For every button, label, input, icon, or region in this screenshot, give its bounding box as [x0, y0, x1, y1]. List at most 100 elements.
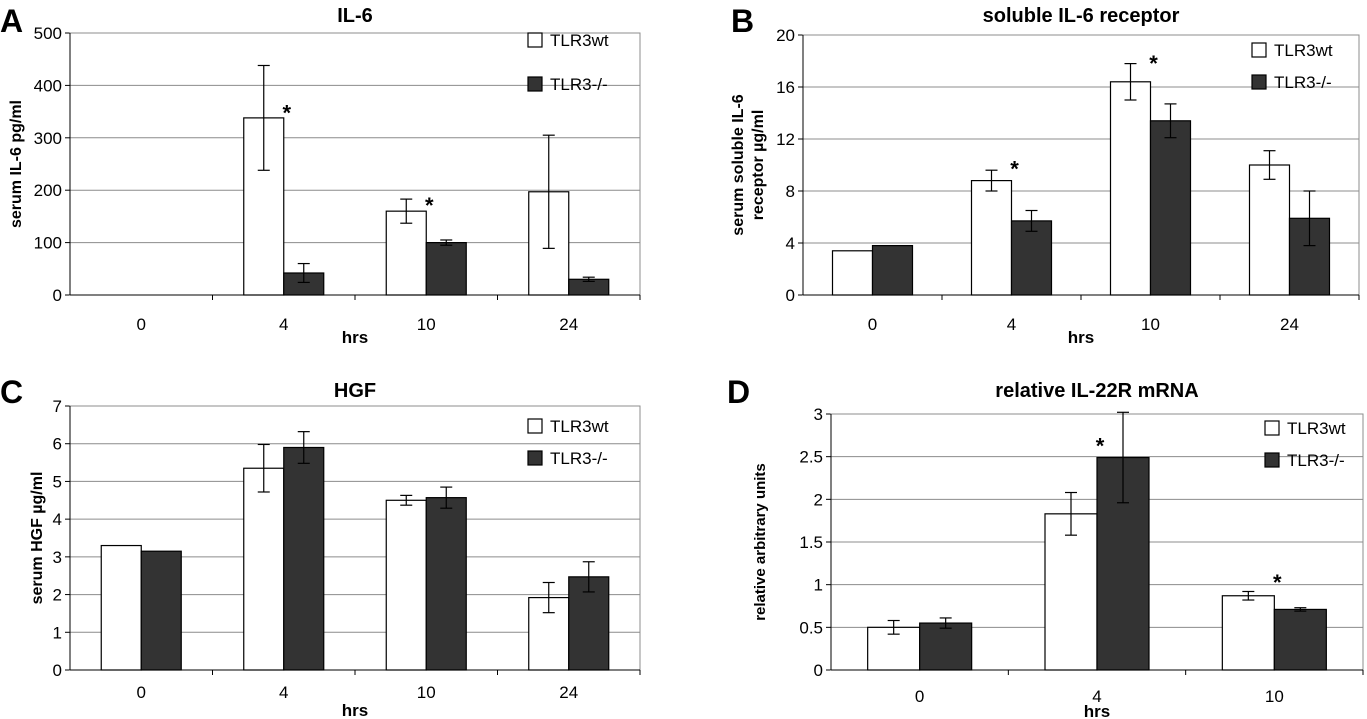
- y-tick-label: 20: [776, 26, 795, 45]
- legend-item: TLR3wt: [1251, 41, 1333, 60]
- chart-svg: A IL-6 0 100 200 300 400 500 0 4 10 24 * * hrs serum IL…: [0, 3, 641, 347]
- panel-letter: D: [727, 374, 750, 410]
- y-tick-label: 500: [34, 24, 62, 43]
- legend-swatch: [1264, 452, 1280, 468]
- x-tick-label: 24: [1280, 315, 1299, 334]
- bar-tlr3wt: [385, 499, 427, 671]
- legend-label: TLR3wt: [1287, 419, 1346, 438]
- y-tick-label: 100: [34, 234, 62, 253]
- legend-swatch: [527, 32, 543, 48]
- legend-item: TLR3-/-: [527, 449, 608, 468]
- y-tick-label: 200: [34, 181, 62, 200]
- x-axis-label: hrs: [342, 701, 368, 719]
- y-axis-label: relative arbitrary units: [752, 463, 769, 621]
- y-tick-label: 3: [53, 548, 62, 567]
- y-tick-label: 4: [53, 510, 62, 529]
- y-axis-label: receptor µg/ml: [750, 110, 767, 221]
- x-tick-label: 0: [137, 315, 146, 334]
- bar-tlr3ko: [425, 242, 467, 296]
- bar-tlr3ko: [140, 550, 182, 671]
- bar-tlr3wt: [1248, 164, 1291, 296]
- chart-title: HGF: [334, 380, 376, 402]
- y-tick-label: 400: [34, 76, 62, 95]
- y-tick-label: 2: [53, 586, 62, 605]
- x-axis-label: hrs: [1068, 328, 1094, 347]
- x-tick-label: 10: [417, 315, 436, 334]
- y-tick-label: 7: [53, 397, 62, 416]
- y-tick-label: 2: [814, 490, 823, 509]
- chart-svg: C HGF 0 1 2 3 4 5 6 7 0 4 10 24 hrs serum HGF µg/ml TLR3…: [0, 374, 641, 719]
- legend-item: TLR3wt: [527, 31, 609, 50]
- legend-label: TLR3wt: [550, 31, 609, 50]
- bar-tlr3ko: [1149, 120, 1192, 296]
- x-tick-label: 4: [1092, 687, 1101, 706]
- y-tick-label: 1: [53, 623, 62, 642]
- legend-label: TLR3wt: [550, 417, 609, 436]
- chart-panel-a: A IL-6 0 100 200 300 400 500 0 4 10 24 * * hrs serum IL…: [0, 0, 683, 359]
- y-tick-label: 300: [34, 129, 62, 148]
- x-tick-label: 0: [137, 683, 146, 702]
- y-axis-label: serum IL-6 pg/ml: [8, 100, 25, 228]
- legend-label: TLR3-/-: [550, 75, 608, 94]
- legend-swatch: [527, 418, 543, 434]
- bar-tlr3ko: [871, 245, 914, 296]
- legend-item: TLR3-/-: [1251, 73, 1332, 92]
- bar-tlr3ko: [425, 497, 467, 671]
- bar-tlr3wt: [1044, 513, 1098, 671]
- y-tick-label: 5: [53, 472, 62, 491]
- bar-tlr3wt: [831, 250, 874, 296]
- y-tick-label: 16: [776, 78, 795, 97]
- y-tick-label: 0: [814, 661, 823, 680]
- panel-letter: A: [0, 3, 23, 39]
- bar-tlr3ko: [1273, 608, 1327, 671]
- x-axis-label: hrs: [342, 328, 368, 347]
- x-tick-label: 10: [1141, 315, 1160, 334]
- y-tick-label: 2.5: [799, 448, 823, 467]
- legend-swatch: [527, 450, 543, 466]
- bar-tlr3wt: [867, 626, 921, 671]
- legend-label: TLR3-/-: [1287, 451, 1345, 470]
- y-axis-label: serum soluble IL-6: [730, 94, 747, 235]
- legend-item: TLR3wt: [1264, 419, 1346, 438]
- significance-star: *: [1010, 156, 1019, 181]
- y-tick-label: 1: [814, 576, 823, 595]
- significance-star: *: [425, 193, 434, 218]
- bar-tlr3ko: [568, 576, 610, 671]
- legend-label: TLR3wt: [1274, 41, 1333, 60]
- legend-swatch: [1264, 420, 1280, 436]
- legend-swatch: [527, 76, 543, 92]
- bar-tlr3wt: [1221, 595, 1275, 671]
- legend-label: TLR3-/-: [1274, 73, 1332, 92]
- legend-item: TLR3-/-: [1264, 451, 1345, 470]
- legend-swatch: [1251, 74, 1267, 90]
- legend-label: TLR3-/-: [550, 449, 608, 468]
- legend-item: TLR3-/-: [527, 75, 608, 94]
- x-tick-label: 24: [559, 315, 578, 334]
- y-tick-label: 0: [786, 286, 795, 305]
- y-tick-label: 8: [786, 182, 795, 201]
- significance-star: *: [1096, 434, 1105, 459]
- x-tick-label: 10: [1265, 687, 1284, 706]
- x-axis-label: hrs: [1084, 702, 1110, 719]
- x-tick-label: 24: [559, 683, 578, 702]
- legend-swatch: [1251, 42, 1267, 58]
- bar-tlr3ko: [283, 446, 325, 671]
- x-tick-label: 4: [1007, 315, 1016, 334]
- y-tick-label: 0: [53, 286, 62, 305]
- legend-item: TLR3wt: [527, 417, 609, 436]
- y-tick-label: 1.5: [799, 533, 823, 552]
- panel-letter: B: [731, 3, 754, 39]
- significance-star: *: [1273, 570, 1282, 595]
- bar-tlr3ko: [919, 622, 973, 671]
- x-tick-label: 0: [915, 687, 924, 706]
- y-axis-label: serum HGF µg/ml: [29, 472, 46, 605]
- y-tick-label: 4: [786, 234, 795, 253]
- bar-tlr3wt: [1109, 81, 1152, 296]
- chart-title: relative IL-22R mRNA: [995, 380, 1198, 402]
- y-tick-label: 12: [776, 130, 795, 149]
- panel-letter: C: [0, 374, 23, 410]
- y-tick-label: 0: [53, 661, 62, 680]
